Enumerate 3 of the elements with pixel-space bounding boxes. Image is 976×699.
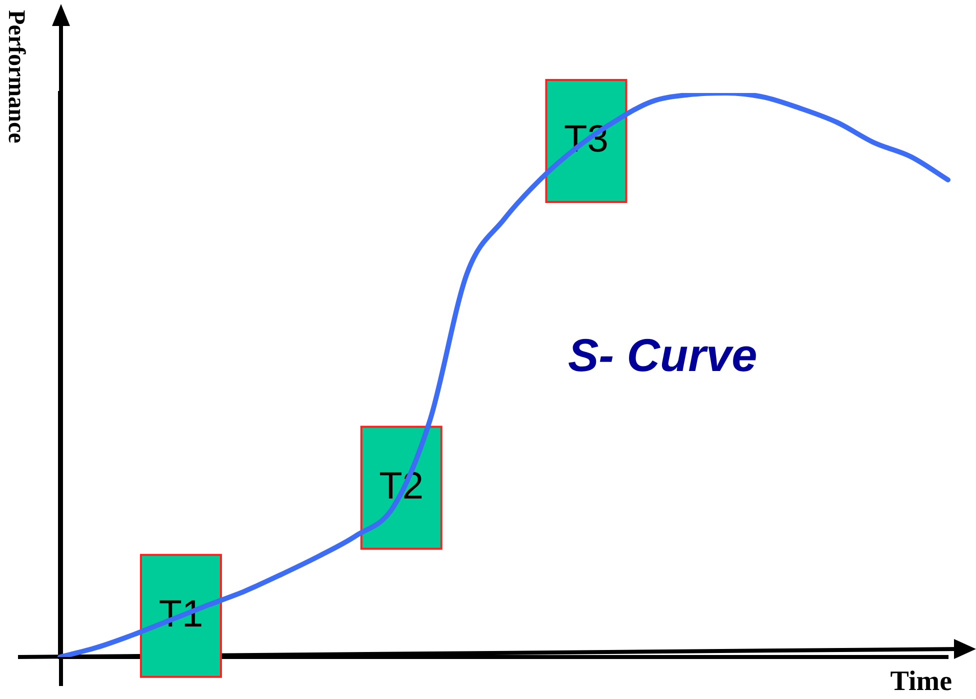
annotation: S- Curve bbox=[568, 328, 758, 382]
x-axis-title: Time bbox=[890, 666, 952, 698]
y-axis-title: Performance bbox=[2, 10, 29, 144]
